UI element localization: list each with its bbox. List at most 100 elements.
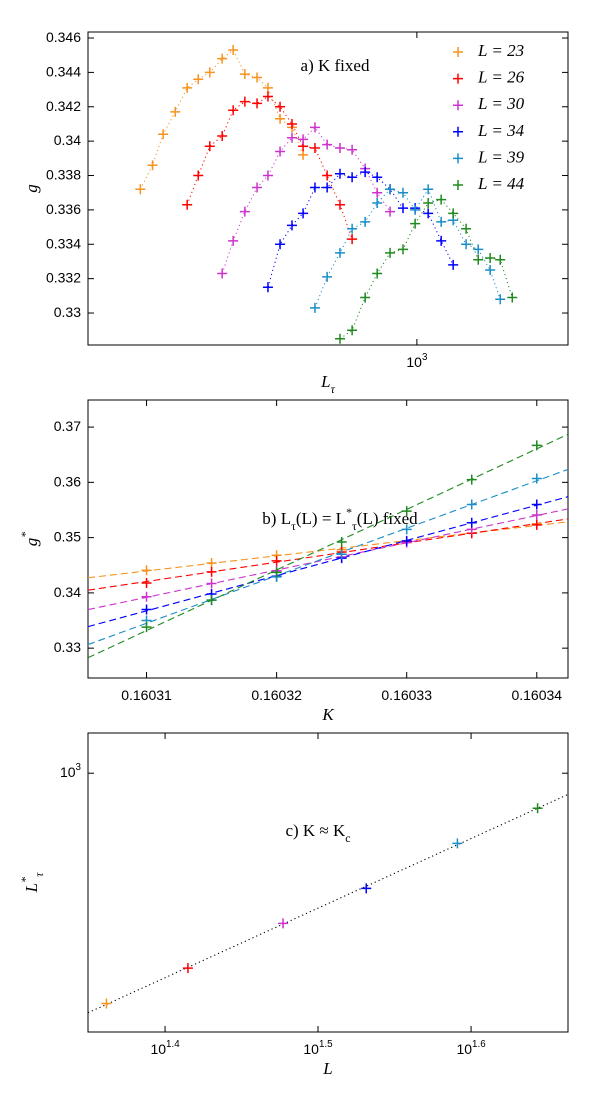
data-point (158, 129, 169, 140)
data-point (141, 577, 152, 588)
x-tick-label: 101.6 (456, 1039, 486, 1057)
data-point (271, 567, 282, 578)
data-point (322, 139, 333, 150)
data-point (182, 963, 193, 974)
legend-label: L = 39 (477, 147, 525, 166)
data-point (135, 184, 146, 195)
data-point (193, 170, 204, 181)
data-point (347, 223, 358, 234)
data-point (217, 53, 228, 64)
data-point (495, 294, 506, 305)
y-tick-label: 0.342 (46, 97, 81, 113)
data-point (336, 537, 347, 548)
data-point (206, 578, 217, 589)
y-tick-label: 0.336 (46, 201, 81, 217)
x-tick-label: 0.16033 (381, 687, 432, 703)
legend-marker (453, 180, 463, 190)
data-point (461, 239, 472, 250)
data-point (347, 325, 358, 336)
fit-curve (139, 49, 304, 190)
data-point (507, 292, 518, 303)
data-point (372, 187, 383, 198)
fit-curve (186, 95, 353, 240)
x-axis-label: Lτ (320, 372, 335, 396)
y-tick-label: 0.37 (54, 418, 81, 434)
data-point (436, 235, 447, 246)
legend-label: L = 34 (477, 121, 525, 140)
data-point (182, 199, 193, 210)
data-point (495, 254, 506, 265)
data-point (398, 187, 409, 198)
y-tick-label: 0.346 (46, 29, 81, 45)
data-point (461, 223, 472, 234)
data-point (532, 803, 543, 814)
legend-label: L = 23 (477, 41, 524, 60)
data-point (217, 130, 228, 141)
data-point (278, 918, 289, 929)
y-tick-label: 0.33 (54, 304, 81, 320)
y-axis-label: L*τ (18, 872, 46, 893)
data-point (262, 91, 273, 102)
data-point (204, 67, 215, 78)
x-tick-label: 103 (406, 352, 428, 370)
data-point (309, 182, 320, 193)
data-point (322, 182, 333, 193)
data-point (275, 239, 286, 250)
data-point (466, 499, 477, 510)
y-tick-label: 0.36 (54, 473, 81, 489)
data-point (262, 82, 273, 93)
data-point (334, 168, 345, 179)
data-point (485, 265, 496, 276)
data-point (141, 565, 152, 576)
x-tick-label: 101.5 (303, 1039, 333, 1057)
data-point (347, 144, 358, 155)
data-point (423, 198, 434, 209)
y-tick-label: 0.33 (54, 639, 81, 655)
data-point (141, 591, 152, 602)
legend-label: L = 26 (477, 68, 525, 87)
data-point (372, 172, 383, 183)
data-point (193, 74, 204, 85)
data-point (206, 595, 217, 606)
fit-line (88, 508, 568, 611)
data-point (436, 216, 447, 227)
data-point (448, 259, 459, 270)
data-point (217, 268, 228, 279)
data-point (398, 203, 409, 214)
data-point (401, 524, 412, 535)
data-point (101, 998, 112, 1009)
data-point (141, 622, 152, 633)
data-point (182, 82, 193, 93)
data-point (322, 271, 333, 282)
plot-area (139, 49, 513, 340)
data-point (485, 253, 496, 264)
data-point (385, 247, 396, 258)
data-point (286, 118, 297, 129)
data-point (239, 69, 250, 80)
fit-curve (314, 188, 501, 309)
legend-marker (453, 126, 463, 137)
data-point (275, 146, 286, 157)
data-point (286, 220, 297, 231)
legend-label: L = 44 (477, 174, 525, 193)
data-point (252, 98, 263, 109)
x-axis-label: K (321, 705, 335, 724)
annotation: b) Lτ(L) = L*τ(L) fixed (262, 505, 418, 533)
data-point (298, 134, 309, 145)
data-point (410, 204, 421, 215)
data-point (360, 292, 371, 303)
x-tick-label: 101.4 (150, 1039, 180, 1057)
data-point (322, 170, 333, 181)
y-tick-label: 0.344 (46, 63, 81, 79)
plot-area (88, 433, 568, 659)
data-point (239, 206, 250, 217)
data-point (385, 184, 396, 195)
data-point (239, 96, 250, 107)
data-point (228, 235, 239, 246)
y-tick-label: 0.334 (46, 235, 81, 251)
data-point (206, 558, 217, 569)
fit-line (88, 433, 568, 659)
y-axis-label: g (22, 184, 41, 193)
data-point (423, 208, 434, 219)
y-tick-label: 0.332 (46, 269, 81, 285)
